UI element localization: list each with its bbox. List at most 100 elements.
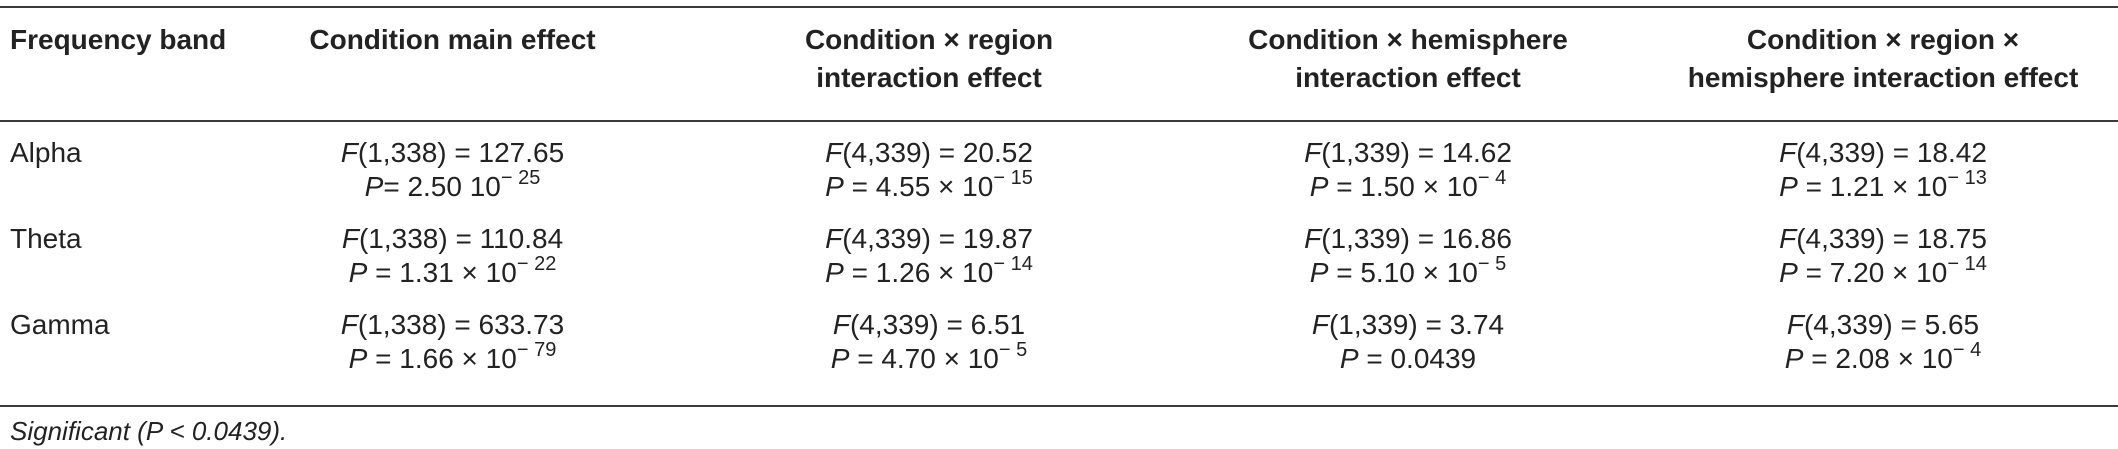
frequency-band-cell: Gamma — [10, 309, 110, 340]
header-condition-region-hemisphere-interaction: Condition × region × hemisphere interact… — [1687, 24, 2079, 93]
f-symbol: F — [341, 223, 359, 254]
stat-cell: F(1,338) = 633.73 P = 1.66 × 10− 79 — [215, 308, 690, 394]
p-exponent: − 4 — [1952, 339, 1982, 361]
header-condition-main-effect: Condition main effect — [309, 24, 596, 55]
p-symbol: P — [1309, 171, 1329, 202]
p-value: = 2.08 × 10 — [1803, 343, 1953, 374]
table-bottom-rule — [0, 405, 2118, 407]
p-symbol: P — [825, 171, 844, 202]
p-value: = 2.50 10 — [383, 171, 501, 202]
p-value-line: P = 7.20 × 10− 14 — [1648, 253, 2118, 290]
p-value: = 1.26 × 10 — [843, 257, 994, 288]
stat-cell: F(4,339) = 18.42 P = 1.21 × 10− 13 — [1648, 120, 2118, 222]
p-symbol: P — [825, 257, 844, 288]
f-symbol: F — [1779, 137, 1797, 168]
p-exponent: − 5 — [998, 339, 1028, 361]
stat-cell: F(4,339) = 20.52 P = 4.55 × 10− 15 — [690, 120, 1168, 222]
f-value: (1,338) = 110.84 — [358, 223, 564, 254]
stat-cell: F(4,339) = 5.65 P = 2.08 × 10− 4 — [1648, 308, 2118, 394]
p-symbol: P — [348, 343, 368, 374]
f-statistic: F(1,339) = 14.62 — [1168, 136, 1648, 170]
f-symbol: F — [1786, 309, 1804, 340]
frequency-band-cell: Alpha — [10, 137, 82, 168]
p-value-line: P= 2.50 10− 25 — [215, 167, 690, 204]
f-value: (4,339) = 20.52 — [842, 137, 1033, 168]
f-value: (4,339) = 6.51 — [849, 309, 1026, 340]
f-statistic: F(1,339) = 3.74 — [1168, 308, 1648, 342]
stat-cell: F(1,339) = 16.86 P = 5.10 × 10− 5 — [1168, 222, 1648, 308]
p-value: = 1.50 × 10 — [1328, 171, 1478, 202]
p-value-line: P = 1.26 × 10− 14 — [690, 253, 1168, 290]
p-symbol: P — [1309, 257, 1329, 288]
p-exponent: − 22 — [516, 253, 557, 275]
header-condition-hemisphere-interaction: Condition × hemisphere interaction effec… — [1248, 24, 1568, 93]
f-symbol: F — [825, 137, 843, 168]
f-symbol: F — [340, 309, 358, 340]
p-exponent: − 14 — [993, 253, 1033, 275]
p-exponent: − 15 — [993, 167, 1033, 189]
p-value-line: P = 5.10 × 10− 5 — [1168, 253, 1648, 290]
p-exponent: − 4 — [1477, 167, 1507, 189]
p-value-line: P = 1.66 × 10− 79 — [215, 339, 690, 376]
stat-cell: F(4,339) = 18.75 P = 7.20 × 10− 14 — [1648, 222, 2118, 308]
frequency-band-cell: Theta — [10, 223, 82, 254]
table-header: Frequency band Condition main effect Con… — [0, 8, 2118, 120]
p-value: = 1.21 × 10 — [1797, 171, 1948, 202]
p-symbol: P — [1784, 343, 1804, 374]
f-value: (4,339) = 18.42 — [1796, 137, 1987, 168]
p-value-line: P = 4.55 × 10− 15 — [690, 167, 1168, 204]
p-value: = 1.66 × 10 — [367, 343, 517, 374]
stat-cell: F(1,338) = 127.65 P= 2.50 10− 25 — [215, 120, 690, 222]
table-header-rule — [0, 120, 2118, 122]
f-statistic: F(4,339) = 20.52 — [690, 136, 1168, 170]
p-symbol: P — [1779, 257, 1798, 288]
p-exponent: − 25 — [500, 167, 541, 189]
stat-cell: F(1,339) = 14.62 P = 1.50 × 10− 4 — [1168, 120, 1648, 222]
f-value: (4,339) = 19.87 — [842, 223, 1033, 254]
f-symbol: F — [825, 223, 843, 254]
p-exponent: − 14 — [1947, 253, 1987, 275]
f-statistic: F(4,339) = 18.75 — [1648, 222, 2118, 256]
p-exponent: − 13 — [1947, 167, 1987, 189]
p-value: = 1.31 × 10 — [367, 257, 517, 288]
p-symbol: P — [348, 257, 368, 288]
p-exponent: − 79 — [516, 339, 557, 361]
p-value-line: P = 1.50 × 10− 4 — [1168, 167, 1648, 204]
f-value: (1,338) = 633.73 — [357, 309, 565, 340]
p-value: = 7.20 × 10 — [1797, 257, 1948, 288]
table-row: Theta F(1,338) = 110.84 P = 1.31 × 10− 22 F… — [0, 222, 2118, 308]
table-body: Alpha F(1,338) = 127.65 P= 2.50 10− 25 F(4,… — [0, 120, 2118, 394]
f-statistic: F(4,339) = 5.65 — [1648, 308, 2118, 342]
f-statistic: F(1,338) = 110.84 — [215, 222, 690, 256]
p-symbol: P — [1339, 343, 1359, 374]
f-symbol: F — [1304, 223, 1322, 254]
f-symbol: F — [832, 309, 850, 340]
f-statistic: F(1,338) = 633.73 — [215, 308, 690, 342]
p-value-line: P = 1.31 × 10− 22 — [215, 253, 690, 290]
p-symbol: P — [1779, 171, 1798, 202]
header-frequency-band: Frequency band — [10, 24, 227, 55]
table-row: Gamma F(1,338) = 633.73 P = 1.66 × 10− 79 F… — [0, 308, 2118, 394]
p-value: = 4.55 × 10 — [843, 171, 994, 202]
p-value-line: P = 2.08 × 10− 4 — [1648, 339, 2118, 376]
stat-cell: F(1,339) = 3.74 P = 0.0439 — [1168, 308, 1648, 394]
p-value-line: P = 4.70 × 10− 5 — [690, 339, 1168, 376]
table-footnote: Significant (P < 0.0439). — [10, 416, 288, 446]
p-value: = 5.10 × 10 — [1328, 257, 1478, 288]
stat-cell: F(4,339) = 19.87 P = 1.26 × 10− 14 — [690, 222, 1168, 308]
p-exponent: − 5 — [1477, 253, 1507, 275]
f-value: (1,338) = 127.65 — [357, 137, 565, 168]
f-statistic: F(1,339) = 16.86 — [1168, 222, 1648, 256]
f-symbol: F — [1304, 137, 1322, 168]
f-symbol: F — [1779, 223, 1797, 254]
header-row: Frequency band Condition main effect Con… — [0, 8, 2118, 120]
p-value: = 0.0439 — [1358, 343, 1477, 374]
f-statistic: F(4,339) = 19.87 — [690, 222, 1168, 256]
table-top-rule — [0, 6, 2118, 8]
stat-cell: F(1,338) = 110.84 P = 1.31 × 10− 22 — [215, 222, 690, 308]
p-value: = 4.70 × 10 — [849, 343, 999, 374]
f-symbol: F — [1311, 309, 1329, 340]
f-value: (1,339) = 3.74 — [1328, 309, 1505, 340]
p-symbol: P — [364, 171, 384, 202]
header-condition-region-interaction: Condition × region interaction effect — [804, 24, 1054, 93]
